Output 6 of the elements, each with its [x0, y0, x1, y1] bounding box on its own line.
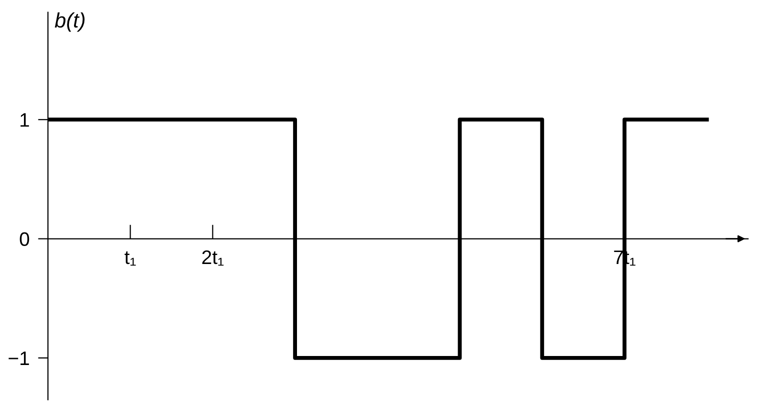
x-tick-label: 2t₁: [202, 250, 224, 266]
y-axis-title: b(t): [54, 12, 85, 32]
x-tick-label: t₁: [124, 251, 136, 266]
y-tick-label: 1: [20, 113, 29, 127]
y-tick-label: 0: [20, 232, 30, 246]
y-tick-label: −1: [8, 352, 29, 365]
